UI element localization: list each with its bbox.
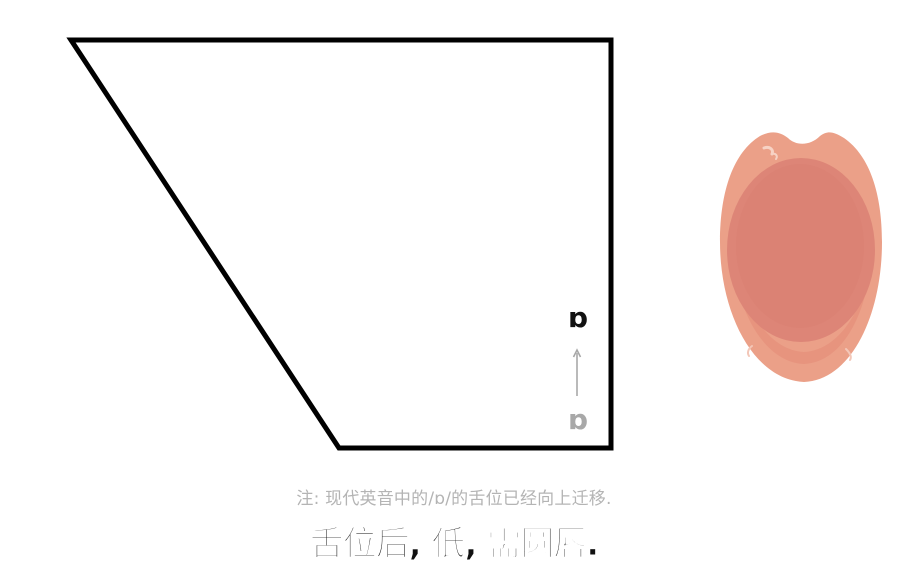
up-arrow-icon <box>572 348 582 396</box>
lip-highlight <box>771 152 778 160</box>
vowel-trapezoid-chart <box>66 37 614 451</box>
lip-highlight <box>845 348 852 361</box>
vowel-symbol-current: ɒ <box>567 301 589 334</box>
lip-highlight <box>747 345 753 357</box>
vowel-trapezoid-outline <box>66 37 614 451</box>
mouth-interior-depth <box>736 164 864 328</box>
subtitle-caption: 舌位后, 低, 需圆唇. <box>309 524 599 565</box>
note-caption: 注: 现代英音中的/ɒ/的舌位已经向上迁移. <box>296 489 612 509</box>
mouth-interior <box>727 158 875 342</box>
vowel-symbol-original: ɒ <box>567 403 589 436</box>
lip-shading <box>732 242 872 364</box>
rounded-mouth-icon <box>720 132 882 382</box>
